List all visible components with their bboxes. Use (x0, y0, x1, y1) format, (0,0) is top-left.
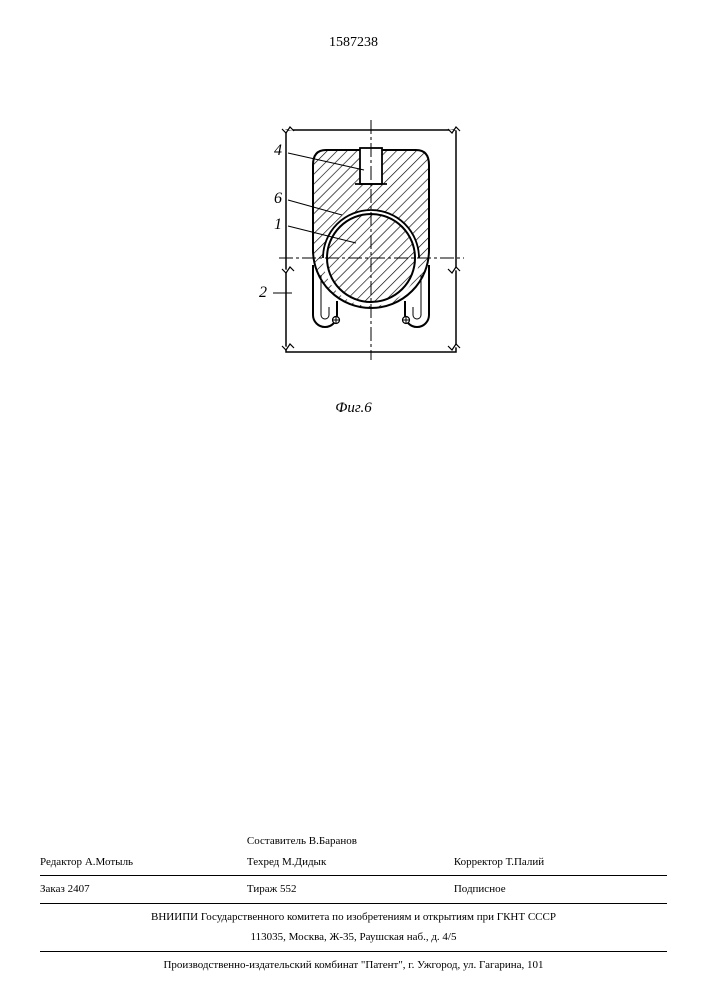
divider-2 (40, 903, 667, 904)
order-label: Заказ (40, 883, 65, 895)
callout-1: 1 (274, 216, 282, 233)
callout-6: 6 (274, 190, 282, 207)
corrector-name: Т.Палий (506, 856, 545, 868)
compiler-name: В.Баранов (309, 835, 357, 847)
callout-2: 2 (259, 284, 267, 301)
footer-block: Составитель В.Баранов Редактор А.Мотыль … (40, 831, 667, 975)
figure-6: 4 6 1 2 (224, 115, 484, 395)
tehred-label: Техред (247, 856, 279, 868)
divider-1 (40, 875, 667, 876)
tiraj-label: Тираж (247, 883, 277, 895)
callout-4: 4 (274, 142, 282, 159)
order-num: 2407 (68, 883, 90, 895)
figure-label: Фиг.6 (335, 400, 371, 417)
patent-number: 1587238 (329, 35, 378, 51)
subscription: Подписное (454, 883, 506, 895)
org-line-1: ВНИИПИ Государственного комитета по изоб… (40, 907, 667, 928)
callout-numbers: 4 6 1 2 (259, 142, 282, 301)
org-line-2: Производственно-издательский комбинат "П… (40, 955, 667, 976)
tehred-name: М.Дидык (282, 856, 326, 868)
editor-name: А.Мотыль (85, 856, 133, 868)
corrector-label: Корректор (454, 856, 503, 868)
divider-3 (40, 951, 667, 952)
org-addr-1: 113035, Москва, Ж-35, Раушская наб., д. … (40, 927, 667, 948)
axes (279, 120, 464, 360)
compiler-label: Составитель (247, 835, 306, 847)
tiraj-num: 552 (280, 883, 297, 895)
editor-label: Редактор (40, 856, 82, 868)
